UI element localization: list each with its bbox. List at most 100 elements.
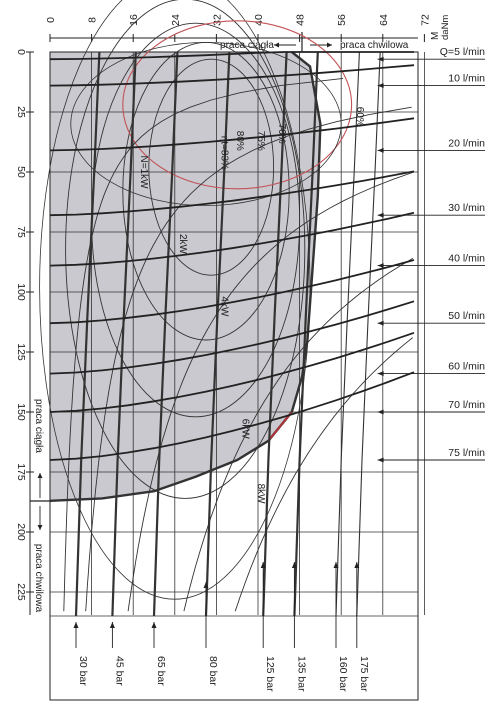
mode-intermittent-left: praca chwilowa bbox=[33, 544, 44, 613]
pressure-line bbox=[356, 51, 381, 617]
top-tick-label: 32 bbox=[211, 14, 223, 26]
efficiency-label: 80% bbox=[234, 131, 245, 151]
top-tick-label-group: 24 bbox=[170, 14, 182, 26]
power-label: 8kW bbox=[255, 484, 266, 505]
flow-label-arrowhead bbox=[377, 409, 384, 415]
flow-label-arrowhead bbox=[377, 371, 384, 377]
power-curve bbox=[183, 258, 414, 612]
pressure-label: 30 bar bbox=[77, 656, 89, 686]
left-tick-label-group: 200 bbox=[15, 523, 27, 541]
flow-label-arrowhead bbox=[377, 56, 384, 62]
pressure-label-arrowhead bbox=[109, 622, 115, 628]
mode-continuous-top: praca ciągła bbox=[220, 40, 274, 51]
pressure-label: 125 bar bbox=[264, 656, 276, 692]
pressure-line bbox=[111, 51, 137, 617]
efficiency-label-group: 60% bbox=[354, 107, 365, 127]
top-tick-label-group: 56 bbox=[336, 14, 348, 26]
left-tick-label: 125 bbox=[15, 343, 27, 361]
pressure-line bbox=[74, 51, 101, 617]
power-curves bbox=[63, 77, 415, 612]
flow-label: 50 l/min bbox=[448, 310, 485, 322]
pressure-label-group: 135 bar bbox=[295, 656, 307, 692]
flow-label-arrowhead bbox=[377, 212, 384, 218]
flow-labels: Q=5 l/min 10 l/min 20 l/min 30 l/min 40 l/mi… bbox=[377, 46, 485, 463]
flow-line bbox=[49, 259, 415, 325]
efficiency-curves bbox=[39, 0, 353, 600]
flow-label: 40 l/min bbox=[448, 253, 485, 265]
power-label-group: 2kW bbox=[177, 234, 188, 255]
top-tick-label-group: 32 bbox=[211, 14, 223, 26]
flow-label: 75 l/min bbox=[448, 447, 485, 459]
left-tick-label: 0 bbox=[15, 49, 27, 55]
efficiency-label: 70% bbox=[276, 124, 287, 144]
efficiency-label-group: 80% bbox=[234, 131, 245, 151]
left-tick-label-group: 50 bbox=[15, 166, 27, 178]
flow-label: 10 l/min bbox=[448, 73, 485, 85]
power-label-group: 8kW bbox=[255, 484, 266, 505]
power-label-group: 4kW bbox=[219, 296, 230, 317]
left-tick-label-group: 125 bbox=[15, 343, 27, 361]
flow-label-arrowhead bbox=[377, 83, 384, 89]
pressure-label: 65 bar bbox=[155, 656, 167, 686]
pressure-label-arrowhead bbox=[291, 562, 297, 568]
mode-continuous-left: praca ciągła bbox=[33, 399, 44, 453]
flow-label: 30 l/min bbox=[448, 202, 485, 214]
left-tick-label-group: 75 bbox=[15, 226, 27, 238]
pressure-label: 160 bar bbox=[337, 656, 349, 692]
power-label-group: 6kW bbox=[239, 419, 250, 440]
pressure-label-group: 125 bar bbox=[264, 656, 276, 692]
power-label: 2kW bbox=[177, 234, 188, 255]
left-tick-label: 175 bbox=[15, 463, 27, 481]
pressure-label-group: 175 bar bbox=[358, 656, 370, 692]
pressure-labels: 30 bar 45 bar 65 bar 80 bar 125 bar 135 bar 16… bbox=[73, 562, 370, 692]
pressure-line bbox=[262, 51, 288, 617]
power-curve bbox=[234, 337, 413, 612]
power-labels: N=1kW 2kW 4kW 6kW 8kW bbox=[138, 155, 266, 504]
pressure-label: 80 bar bbox=[207, 656, 219, 686]
mode-intermittent-top: praca chwilowa bbox=[340, 40, 409, 51]
left-tick-label-group: 0 bbox=[15, 49, 27, 55]
mode-arrowhead-down bbox=[37, 525, 43, 530]
flow-label: 70 l/min bbox=[448, 399, 485, 411]
power-label: 4kW bbox=[219, 296, 230, 317]
top-tick-label-group: 8 bbox=[87, 17, 99, 23]
efficiency-label: 75% bbox=[255, 131, 266, 151]
flow-line bbox=[49, 64, 415, 87]
top-tick-label: 48 bbox=[295, 14, 307, 26]
pressure-label-group: 65 bar bbox=[155, 656, 167, 686]
pressure-label: 175 bar bbox=[358, 656, 370, 692]
mode-labels: praca ciągła praca chwilowa praca ciągła pr… bbox=[30, 32, 409, 613]
top-tick-label: 64 bbox=[378, 14, 390, 26]
power-curve bbox=[63, 77, 344, 612]
left-tick-label: 150 bbox=[15, 403, 27, 421]
flow-line bbox=[49, 211, 415, 267]
pressure-label-arrowhead bbox=[73, 622, 79, 628]
efficiency-label: 60% bbox=[354, 107, 365, 127]
pressure-label-arrowhead bbox=[333, 562, 339, 568]
flow-label: 60 l/min bbox=[448, 361, 485, 373]
flow-line bbox=[49, 300, 415, 375]
flow-line bbox=[49, 331, 415, 413]
grid bbox=[50, 52, 425, 617]
flow-label-arrowhead bbox=[377, 320, 384, 326]
mode-continuous-left-group: praca ciągła bbox=[33, 399, 44, 453]
power-label-group: N=1kW bbox=[138, 155, 149, 189]
left-tick-label-group: 225 bbox=[15, 583, 27, 601]
top-axis: 0 8 16 24 32 40 48 56 64 72M daNm bbox=[45, 14, 451, 42]
pressure-line bbox=[335, 51, 360, 617]
mode-arrowhead-left bbox=[274, 42, 279, 48]
efficiency-loop bbox=[148, 58, 275, 276]
flow-label-arrowhead bbox=[377, 147, 384, 153]
efficiency-label: ηt=83% bbox=[219, 136, 230, 170]
flow-label-arrowhead bbox=[377, 263, 384, 269]
power-label: 6kW bbox=[239, 419, 250, 440]
efficiency-loop bbox=[70, 42, 342, 206]
flow-label-arrowhead bbox=[377, 457, 384, 463]
pressure-label-arrowhead bbox=[203, 582, 209, 588]
left-tick-label-group: 175 bbox=[15, 463, 27, 481]
flow-line bbox=[49, 371, 415, 461]
flow-label: 20 l/min bbox=[448, 137, 485, 149]
flow-line bbox=[49, 170, 415, 217]
efficiency-label-group: 75% bbox=[255, 131, 266, 151]
